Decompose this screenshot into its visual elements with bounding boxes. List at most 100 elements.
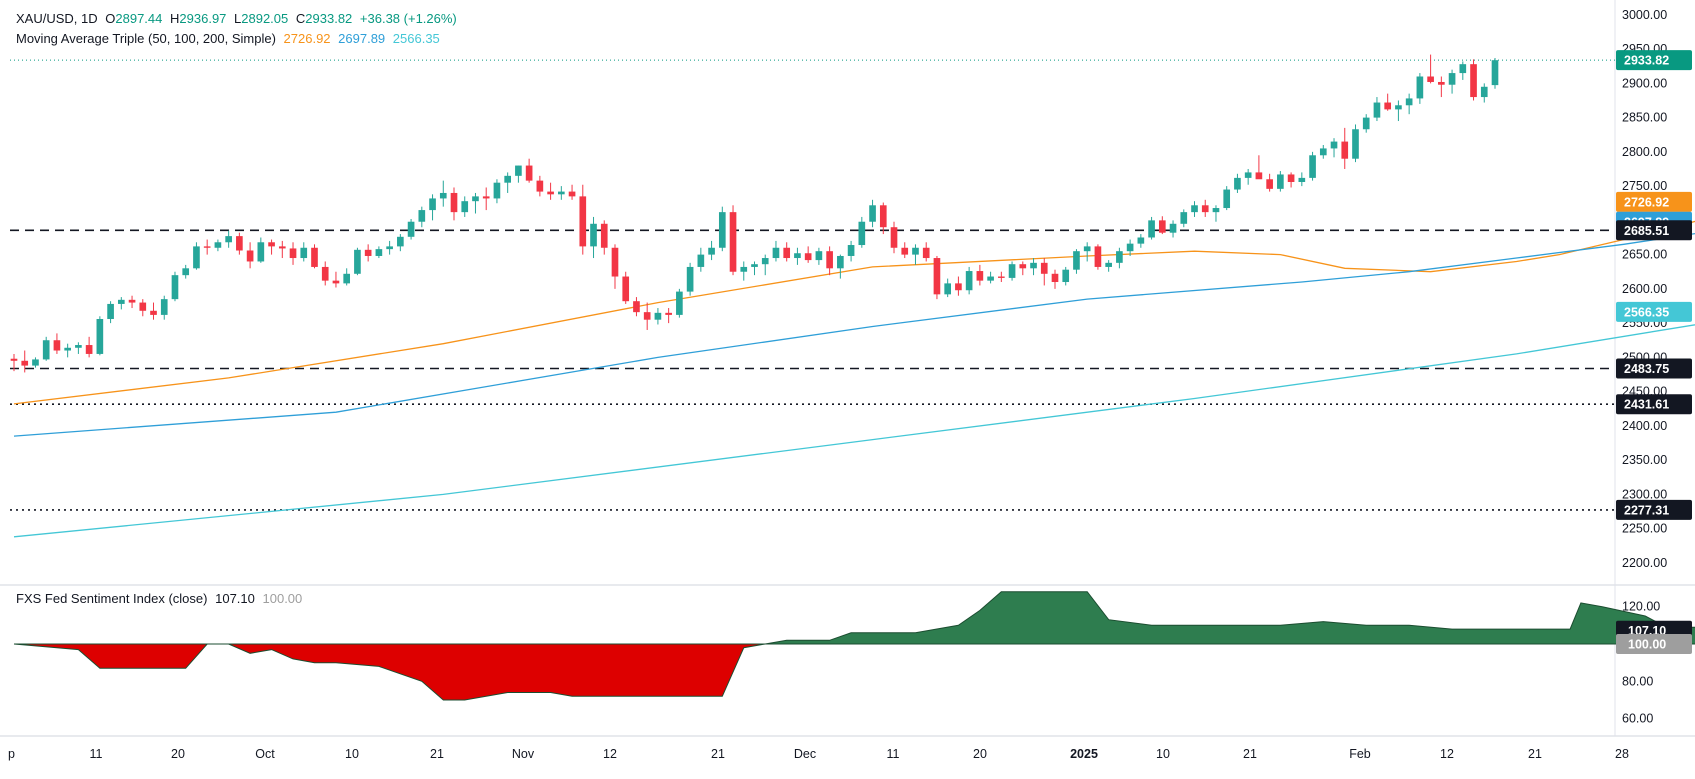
candle-body [1448,73,1456,85]
candle-body [1062,269,1070,283]
candle-body [343,273,351,284]
candle [1309,151,1316,181]
time-tick-label: 21 [1243,747,1257,761]
candle [847,240,855,262]
candle [53,333,61,354]
candle [815,247,823,265]
indicator-tick-label: 120.00 [1622,600,1660,614]
price-tag-label: 2566.35 [1624,305,1669,319]
candle [461,196,469,217]
price-tick-label: 2850.00 [1622,111,1667,125]
candle [654,308,662,325]
ma-title: Moving Average Triple (50, 100, 200, Sim… [16,31,276,46]
candle-body [1352,129,1359,159]
candle [268,239,275,255]
candle [1255,155,1263,180]
candle [783,242,791,262]
price-tick-label: 2750.00 [1622,179,1667,193]
indicator-title: FXS Fed Sentiment Index (close) [16,591,208,606]
high-value: 2936.97 [179,11,227,26]
candle [160,295,168,320]
candle [139,299,147,317]
candle-body [761,258,769,265]
candle-body [890,227,898,248]
candle [300,242,308,262]
candle [1169,220,1177,238]
candle [901,242,909,259]
candle-body [579,196,587,247]
price-tag: 2933.82 [1616,50,1692,71]
candle-body [1191,205,1198,213]
candle-body [193,246,200,269]
candle-body [311,247,318,267]
candle [1191,201,1198,217]
candle-body [1266,179,1273,189]
candle-body [482,196,490,199]
candle [107,301,114,324]
candle [397,234,404,252]
candle [729,205,737,276]
candle-body [1158,220,1166,233]
close-value: 2933.82 [305,11,353,26]
candle [761,254,769,276]
candle-body [697,254,705,267]
candle [354,247,361,276]
price-tag-bg [1616,191,1692,212]
candle [826,246,833,276]
candle-body [21,360,29,366]
candle-body [665,312,672,315]
candle [1040,258,1048,286]
candle-body [1083,246,1091,252]
candle-body [364,249,372,256]
candle-body [729,212,737,272]
candle [1094,244,1102,270]
candle-body [139,302,147,311]
candle-body [708,247,715,255]
candle-body [998,276,1005,278]
candle-body [633,301,640,313]
candle [1201,199,1209,217]
candle [117,297,125,310]
candle-body [429,198,436,211]
candle [536,175,544,197]
candle [1062,266,1070,286]
candle [1448,69,1456,94]
candle [407,218,415,240]
candle [1470,59,1477,101]
candle-body [1094,246,1102,267]
candle [386,240,393,255]
candle [858,216,866,248]
candle-body [783,247,791,259]
candle-body [815,251,823,261]
price-tick-label: 2900.00 [1622,76,1667,90]
candle [289,242,297,265]
candle [96,316,104,356]
candle-body [654,312,662,320]
candle [504,172,511,193]
candle-body [171,275,179,300]
candle-body [901,247,909,255]
candle [718,206,726,252]
price-tag-label: 2933.82 [1624,54,1669,68]
indicator-base: 100.00 [262,591,303,606]
candle [418,206,426,228]
candle [1459,61,1467,80]
candle-body [772,247,780,259]
candle-body [1277,174,1284,189]
candle [708,240,715,261]
candle-body [922,247,930,259]
ma100-value: 2697.89 [338,31,386,46]
price-tag: 2277.31 [1616,499,1692,520]
price-tag: 2566.35 [1616,301,1692,322]
candle [1234,173,1241,193]
candle [600,220,608,255]
time-tick-label: 21 [430,747,444,761]
candle [1105,260,1112,272]
candle [32,357,39,368]
candle-body [525,165,533,181]
candle-body [1008,264,1016,278]
time-tick-label: Nov [512,747,535,761]
price-tag-label: 2726.92 [1624,195,1669,209]
candle [1416,73,1424,104]
